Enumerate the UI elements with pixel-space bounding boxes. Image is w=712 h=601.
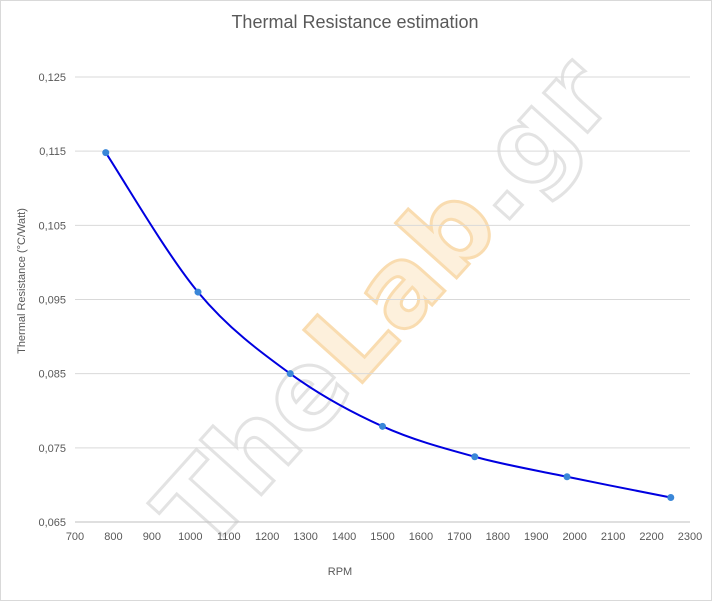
x-tick-label: 1600 — [409, 531, 433, 543]
x-tick-label: 1300 — [293, 531, 317, 543]
gridlines — [75, 76, 690, 449]
y-tick-label: 0,125 — [38, 72, 66, 84]
x-tick-label: 1000 — [178, 531, 202, 543]
x-tick-label: 700 — [66, 531, 84, 543]
x-axis-title: RPM — [328, 566, 352, 578]
x-axis-tick-labels: 700 800 900 1000 1100 1200 1300 1400 1500 1600 170… — [66, 531, 702, 543]
x-tick-label: 2100 — [601, 531, 625, 543]
x-tick-label: 1900 — [524, 531, 548, 543]
x-tick-label: 2300 — [678, 531, 702, 543]
x-tick-label: 800 — [104, 531, 122, 543]
x-tick-label: 1500 — [370, 531, 394, 543]
data-point — [563, 473, 571, 481]
y-tick-label: 0,075 — [38, 443, 66, 455]
y-tick-label: 0,095 — [38, 295, 66, 307]
x-tick-label: 2200 — [639, 531, 663, 543]
y-axis-tick-labels: 0,065 0,075 0,085 0,095 0,105 0,115 0,125 — [38, 72, 66, 529]
y-tick-label: 0,065 — [38, 517, 66, 529]
data-point — [379, 422, 386, 430]
x-tick-label: 1100 — [217, 531, 241, 543]
x-tick-label: 1400 — [332, 531, 356, 543]
y-tick-label: 0,085 — [38, 369, 66, 381]
x-tick-label: 900 — [143, 531, 161, 543]
y-axis-title: Thermal Resistance (°C/Watt) — [16, 208, 28, 354]
data-point — [286, 370, 294, 378]
data-point — [667, 494, 675, 502]
x-tick-label: 1700 — [447, 531, 471, 543]
y-tick-label: 0,115 — [39, 146, 66, 158]
data-point — [471, 453, 479, 461]
x-tick-label: 1800 — [486, 531, 510, 543]
data-point — [194, 288, 202, 296]
x-tick-label: 2000 — [562, 531, 586, 543]
chart-title: Thermal Resistance estimation — [231, 12, 478, 32]
x-tick-label: 1200 — [255, 531, 279, 543]
data-points — [102, 149, 675, 502]
data-point — [102, 149, 110, 157]
y-tick-label: 0,105 — [38, 220, 66, 232]
